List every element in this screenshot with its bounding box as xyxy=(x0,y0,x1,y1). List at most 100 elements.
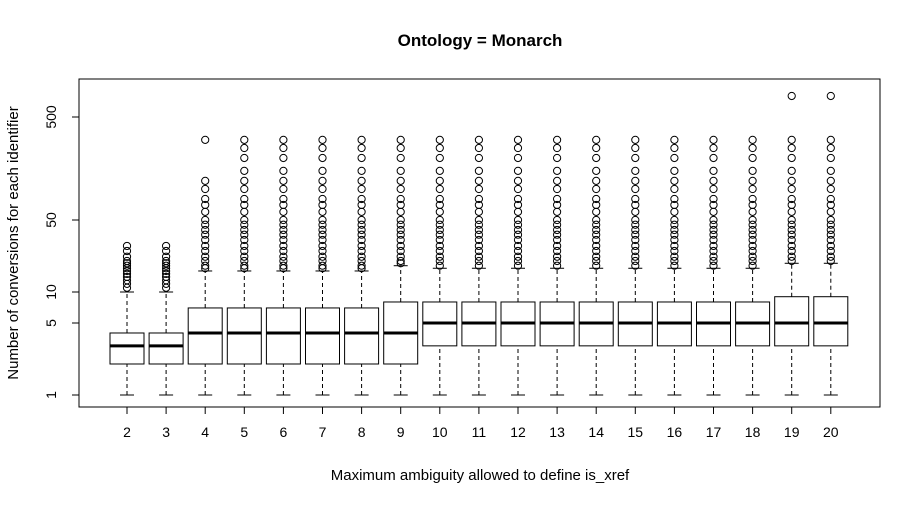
outlier-point xyxy=(631,143,640,153)
outlier-point xyxy=(396,235,405,245)
outlier-point xyxy=(826,215,835,225)
outlier-point xyxy=(435,225,444,235)
outlier-point xyxy=(631,166,640,175)
outlier-point xyxy=(787,225,796,235)
outlier-point xyxy=(357,135,366,144)
outlier-point xyxy=(826,225,835,235)
outlier-point xyxy=(474,220,483,229)
outlier-point xyxy=(748,166,757,175)
outlier-point xyxy=(670,235,679,245)
outlier-point xyxy=(396,246,405,256)
outlier-point xyxy=(279,176,288,185)
outlier-point xyxy=(240,135,249,144)
outlier-point xyxy=(318,143,327,153)
outlier-point xyxy=(122,246,132,256)
outlier-point xyxy=(396,256,405,266)
outlier-point xyxy=(435,220,444,229)
outlier-point xyxy=(592,220,601,229)
outlier-point xyxy=(513,225,523,235)
outlier-point xyxy=(787,153,796,163)
outlier-point xyxy=(513,215,523,225)
outlier-point xyxy=(748,194,757,204)
outlier-point xyxy=(357,166,366,175)
outlier-point xyxy=(670,252,679,261)
outlier-point xyxy=(240,235,249,245)
outlier-point xyxy=(787,176,796,185)
outlier-point xyxy=(513,200,523,210)
outlier-point xyxy=(592,143,601,153)
outlier-point xyxy=(279,225,288,235)
outlier-point xyxy=(592,261,601,270)
outlier-point xyxy=(709,225,718,235)
outlier-point xyxy=(670,215,679,225)
outlier-point xyxy=(592,166,601,175)
outlier-point xyxy=(435,256,444,266)
x-tick-label: 12 xyxy=(510,424,526,440)
outlier-point xyxy=(435,207,444,216)
outlier-point xyxy=(240,225,249,235)
outlier-point xyxy=(553,261,562,270)
outlier-point xyxy=(826,207,835,216)
outlier-point xyxy=(631,215,640,225)
outlier-point xyxy=(201,200,210,210)
outlier-point xyxy=(553,200,562,210)
outlier-point xyxy=(748,215,757,225)
outlier-point xyxy=(709,176,718,185)
outlier-point xyxy=(240,261,249,270)
outlier-point xyxy=(709,207,718,216)
outlier-point xyxy=(787,143,796,153)
outlier-point xyxy=(513,246,523,256)
outlier-point xyxy=(279,200,288,210)
outlier-point xyxy=(357,153,366,163)
outlier-point xyxy=(748,153,757,163)
outlier-point xyxy=(474,215,483,225)
outlier-point xyxy=(240,153,249,163)
outlier-point xyxy=(201,207,210,216)
outlier-point xyxy=(631,230,640,239)
outlier-point xyxy=(162,256,171,266)
boxes xyxy=(109,91,849,396)
outlier-point xyxy=(474,235,483,245)
outlier-point xyxy=(474,176,483,185)
outlier-point xyxy=(279,220,288,229)
x-tick-label: 2 xyxy=(123,424,131,440)
x-tick-label: 14 xyxy=(588,424,604,440)
outlier-point xyxy=(474,194,483,204)
outlier-point xyxy=(631,194,640,204)
outlier-point xyxy=(513,176,523,185)
outlier-point xyxy=(279,194,288,204)
outlier-point xyxy=(631,153,640,163)
outlier-point xyxy=(357,246,366,256)
y-axis-title: Number of conversions for each identifie… xyxy=(5,106,22,379)
outlier-point xyxy=(279,230,288,239)
outlier-point xyxy=(474,246,483,256)
outlier-point xyxy=(396,200,405,210)
outlier-point xyxy=(396,143,405,153)
outlier-point xyxy=(826,246,835,256)
outlier-point xyxy=(553,235,562,245)
outlier-point xyxy=(670,176,679,185)
outlier-point xyxy=(162,261,171,270)
box-iqr xyxy=(344,307,380,365)
box-15 xyxy=(617,135,653,396)
outlier-point xyxy=(748,184,757,194)
x-tick-label: 7 xyxy=(319,424,327,440)
outlier-point xyxy=(318,200,327,210)
outlier-point xyxy=(318,176,327,185)
outlier-point xyxy=(787,252,796,261)
box-iqr xyxy=(226,307,262,365)
outlier-point xyxy=(513,261,523,270)
outlier-point xyxy=(318,215,327,225)
outlier-point xyxy=(396,176,405,185)
outlier-point xyxy=(670,241,679,251)
outlier-point xyxy=(748,176,757,185)
outlier-point xyxy=(631,252,640,261)
outlier-point xyxy=(513,143,523,153)
outlier-point xyxy=(357,256,366,266)
outlier-point xyxy=(357,200,366,210)
outlier-point xyxy=(513,220,523,229)
outlier-point xyxy=(787,200,796,210)
outlier-point xyxy=(709,235,718,245)
outlier-point xyxy=(670,246,679,256)
outlier-point xyxy=(670,194,679,204)
